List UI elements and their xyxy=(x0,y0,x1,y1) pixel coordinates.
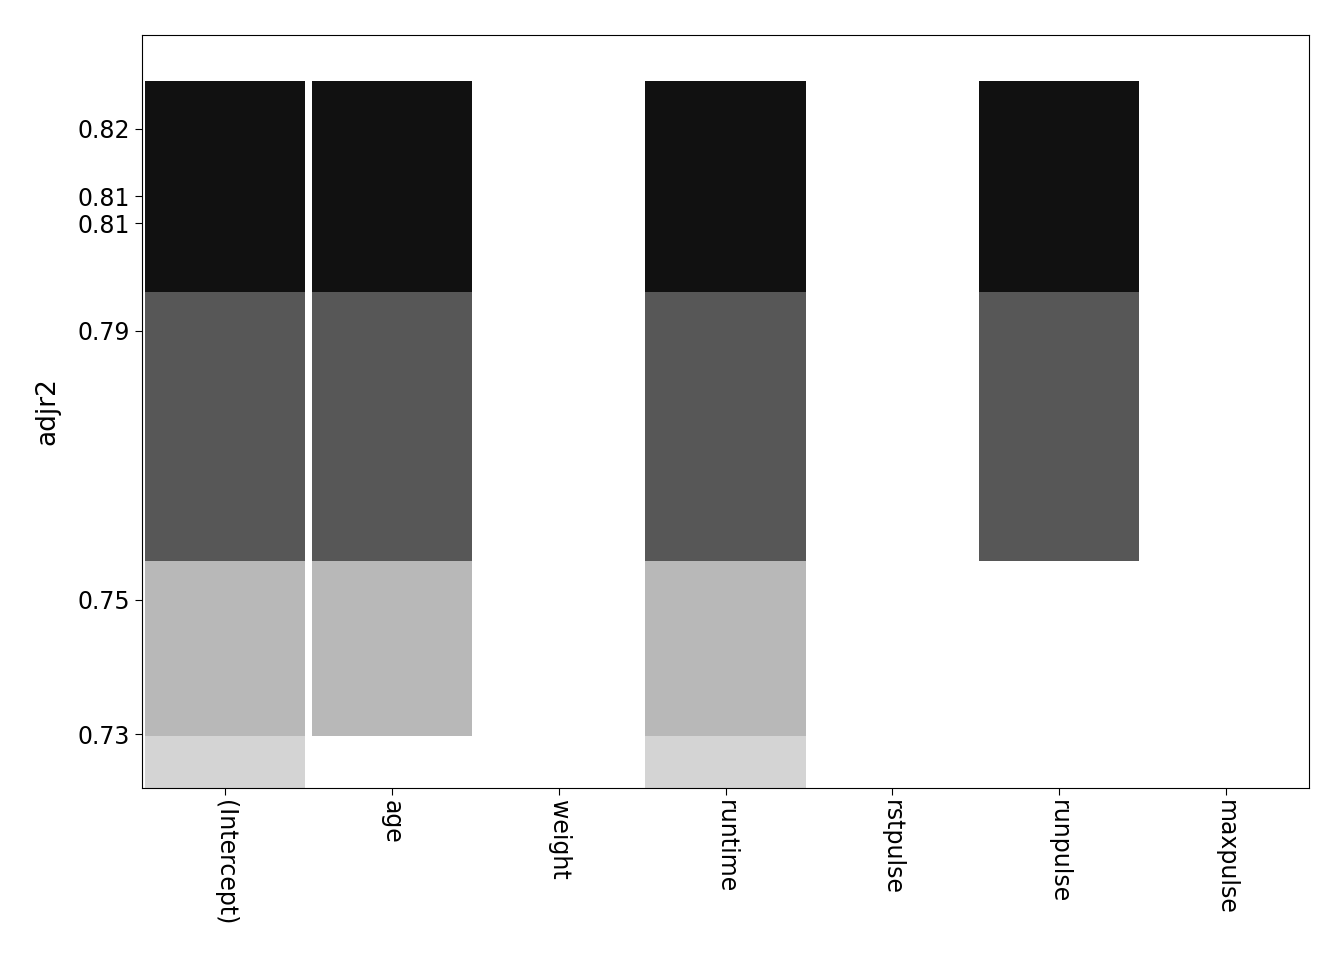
Bar xyxy=(812,562,972,735)
Bar xyxy=(478,82,638,292)
Bar xyxy=(1146,735,1306,788)
Bar xyxy=(312,562,472,735)
Bar xyxy=(645,82,805,292)
Bar xyxy=(645,292,805,562)
Bar xyxy=(145,562,305,735)
Bar xyxy=(312,735,472,788)
Bar xyxy=(478,292,638,562)
Bar xyxy=(1146,562,1306,735)
Bar xyxy=(978,292,1140,562)
Bar xyxy=(978,562,1140,735)
Bar xyxy=(645,562,805,735)
Y-axis label: adjr2: adjr2 xyxy=(35,377,60,445)
Bar xyxy=(145,292,305,562)
Bar xyxy=(145,735,305,788)
Bar xyxy=(1146,82,1306,292)
Bar xyxy=(312,292,472,562)
Bar xyxy=(1146,292,1306,562)
Bar xyxy=(978,735,1140,788)
Bar xyxy=(812,735,972,788)
Bar xyxy=(312,82,472,292)
Bar xyxy=(478,562,638,735)
Bar xyxy=(812,292,972,562)
Bar xyxy=(812,82,972,292)
Bar xyxy=(145,82,305,292)
Bar xyxy=(478,735,638,788)
Bar xyxy=(645,735,805,788)
Bar xyxy=(978,82,1140,292)
